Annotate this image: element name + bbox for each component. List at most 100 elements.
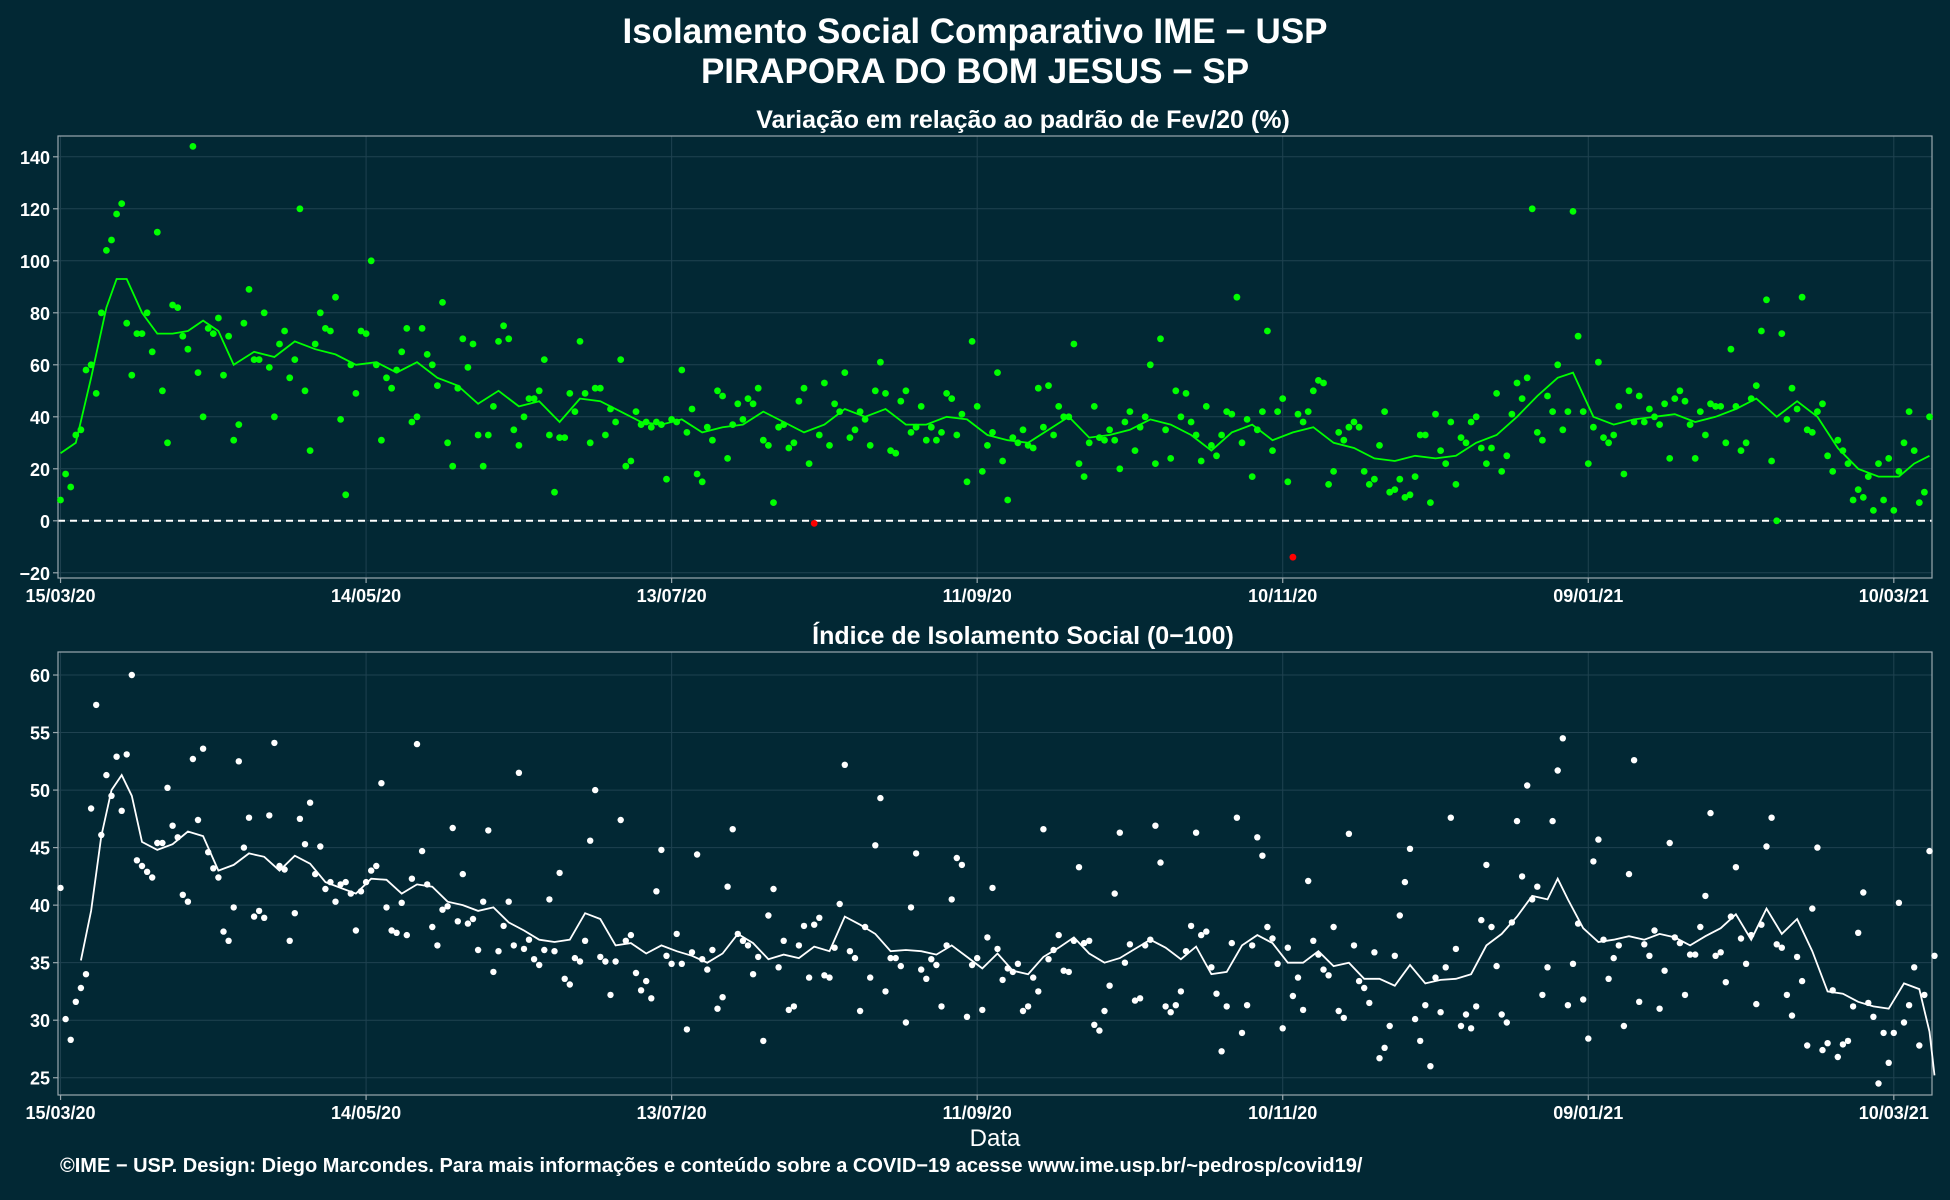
data-point — [1844, 460, 1852, 467]
data-point — [505, 898, 512, 905]
data-point — [1029, 444, 1037, 452]
data-point — [1406, 845, 1414, 852]
data-point — [1625, 870, 1633, 878]
data-point — [841, 761, 848, 768]
data-point — [643, 977, 650, 985]
subplot-title: Variação em relação ao padrão de Fev/20 … — [756, 106, 1290, 134]
data-point — [724, 883, 731, 890]
data-point — [474, 431, 482, 439]
data-point — [958, 410, 966, 418]
data-point — [714, 1005, 721, 1012]
data-point — [1284, 944, 1292, 951]
data-point — [815, 431, 823, 439]
data-point — [169, 301, 177, 309]
data-point — [1824, 1040, 1831, 1047]
data-point — [1386, 1022, 1393, 1030]
data-point — [1722, 979, 1730, 986]
data-point — [423, 351, 431, 358]
data-point — [1529, 896, 1536, 903]
data-point — [429, 923, 436, 931]
data-point — [1040, 826, 1047, 833]
data-point — [1249, 942, 1256, 949]
data-point — [495, 338, 502, 345]
data-point — [261, 914, 268, 921]
data-point — [1142, 942, 1149, 949]
data-point — [1330, 468, 1337, 475]
data-point — [882, 988, 889, 995]
data-point — [1686, 951, 1694, 958]
data-point — [235, 758, 242, 765]
data-point — [154, 839, 161, 847]
x-tick-label: 09/01/21 — [1553, 1103, 1623, 1123]
data-point — [1192, 431, 1200, 439]
data-point — [179, 332, 187, 340]
data-point — [963, 1013, 971, 1020]
data-point — [866, 442, 874, 449]
plot-frame — [57, 135, 1933, 579]
data-point — [1915, 499, 1923, 506]
data-point — [1182, 948, 1190, 955]
data-point — [1574, 332, 1582, 340]
data-point — [1686, 421, 1694, 428]
x-tick-label: 10/03/21 — [1859, 1103, 1929, 1123]
data-point — [918, 966, 925, 973]
data-point — [1804, 1042, 1811, 1049]
data-point — [1472, 413, 1480, 421]
data-point — [525, 395, 533, 402]
data-point — [464, 364, 472, 371]
data-point — [1834, 436, 1842, 444]
data-point — [1243, 416, 1251, 423]
data-point — [439, 299, 446, 306]
data-point — [1839, 1041, 1847, 1048]
data-point — [1126, 408, 1134, 415]
data-point — [67, 483, 75, 491]
data-point — [215, 874, 222, 881]
data-point — [97, 309, 105, 317]
data-point — [1737, 447, 1745, 454]
data-point — [515, 769, 523, 776]
data-point — [1666, 839, 1673, 847]
data-point — [1304, 408, 1312, 415]
data-point — [821, 972, 828, 979]
data-point — [184, 898, 192, 905]
data-point — [291, 910, 298, 917]
data-point — [892, 449, 900, 457]
data-point — [1768, 457, 1775, 465]
data-point — [851, 954, 859, 962]
data-point — [1656, 421, 1663, 428]
data-point — [93, 701, 100, 709]
data-point — [1732, 403, 1740, 410]
data-point — [194, 816, 202, 824]
data-point — [1488, 444, 1495, 452]
data-point — [1910, 447, 1918, 454]
data-point — [362, 878, 370, 886]
data-point — [607, 405, 614, 413]
data-point — [113, 210, 120, 218]
data-point — [1396, 912, 1404, 919]
data-point — [566, 390, 574, 397]
data-point — [1452, 945, 1460, 953]
data-point — [1442, 964, 1449, 971]
data-point — [1345, 423, 1353, 431]
data-point — [800, 922, 808, 930]
data-point — [1712, 403, 1719, 410]
data-point — [1289, 553, 1297, 561]
data-point — [861, 416, 869, 423]
data-point — [765, 442, 772, 449]
data-point — [1875, 460, 1882, 467]
data-point — [500, 322, 507, 330]
data-point — [1330, 923, 1337, 931]
data-point — [1707, 400, 1714, 408]
data-point — [566, 981, 573, 988]
data-point — [658, 846, 665, 854]
data-point — [413, 413, 421, 421]
data-point — [1152, 460, 1159, 467]
data-point — [220, 928, 227, 935]
data-point — [159, 839, 166, 847]
data-point — [897, 962, 904, 970]
data-point — [1793, 953, 1801, 961]
data-point — [103, 247, 110, 254]
data-point — [785, 1006, 792, 1014]
data-point — [92, 390, 100, 397]
data-point — [296, 205, 304, 213]
